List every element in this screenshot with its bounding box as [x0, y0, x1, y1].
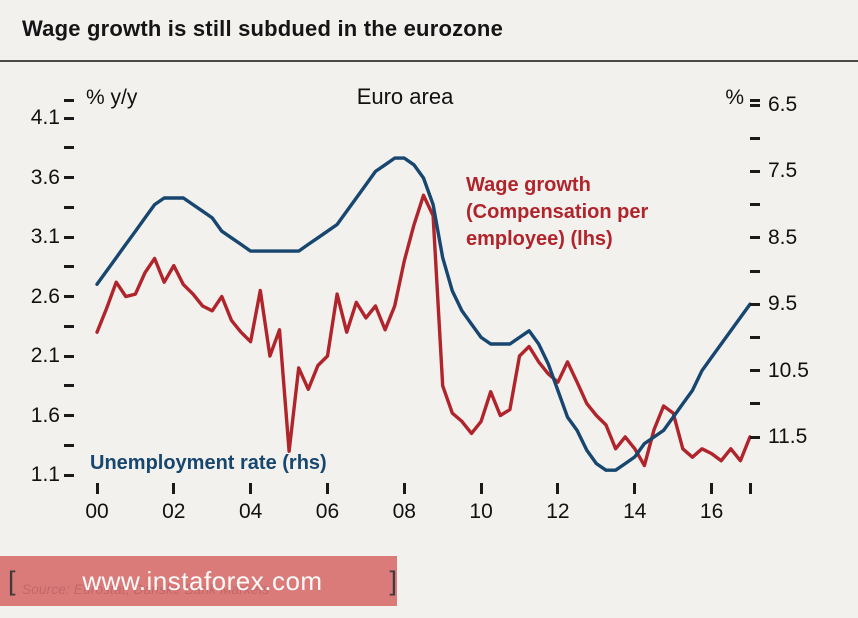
left-axis-tick: [64, 116, 74, 120]
watermark-text: www.instaforex.com: [82, 565, 323, 596]
left-axis-tick-label: 3.6: [30, 165, 60, 189]
wage-growth-series-label-line: (Compensation per: [466, 201, 649, 223]
page-title: Wage growth is still subdued in the euro…: [22, 16, 504, 41]
x-axis-tick: [710, 483, 714, 494]
x-axis-tick-label: 10: [469, 500, 493, 523]
x-axis-tick: [172, 483, 176, 494]
left-axis-tick-label: 3.1: [30, 225, 60, 248]
wage-growth-series-label-line: Wage growth: [466, 174, 591, 196]
left-axis-minor-tick: [64, 324, 74, 328]
right-axis-tick-label: 7.5: [768, 159, 798, 183]
x-axis-tick: [633, 483, 637, 494]
x-axis-tick-label: 14: [623, 500, 647, 523]
x-axis-tick-label: 12: [546, 500, 570, 523]
left-axis-tick-label: 2.6: [30, 284, 60, 308]
left-axis-minor-tick: [64, 98, 74, 102]
right-axis-minor-tick: [750, 136, 760, 140]
right-axis-tick-label: 8.5: [768, 225, 798, 249]
watermark-bracket-left: [: [8, 565, 16, 596]
right-axis-unit-label: %: [725, 86, 744, 109]
right-axis-tick: [750, 169, 760, 173]
left-axis-tick: [64, 354, 74, 358]
watermark: [ www.instaforex.com ]: [0, 556, 397, 606]
left-axis-minor-tick: [64, 265, 74, 269]
x-axis-tick-label: 08: [392, 500, 416, 523]
left-axis-tick: [64, 176, 74, 179]
left-axis-unit-label: % y/y: [86, 86, 138, 109]
left-axis-minor-tick: [64, 205, 74, 209]
left-axis-tick: [64, 295, 74, 298]
x-axis-tick: [556, 483, 560, 494]
right-axis-minor-tick: [750, 335, 760, 339]
x-axis-tick: [402, 483, 406, 494]
right-axis-tick: [750, 103, 760, 107]
unemployment-line: [95, 156, 752, 472]
x-axis-end-tick: [748, 483, 752, 494]
right-axis-minor-tick: [750, 269, 760, 273]
unemployment-series-label: Unemployment rate (rhs): [90, 452, 327, 474]
right-axis-minor-tick: [750, 402, 760, 406]
x-axis-tick-label: 00: [85, 500, 109, 523]
right-axis-tick: [750, 369, 760, 373]
title-divider: [0, 60, 858, 62]
right-axis-minor-tick: [750, 203, 760, 207]
right-axis-tick-label: 6.5: [768, 93, 798, 116]
x-axis-tick-label: 02: [162, 500, 186, 523]
left-axis-minor-tick: [64, 384, 74, 388]
x-axis-tick-label: 16: [699, 500, 724, 523]
left-axis-tick-label: 1.6: [30, 403, 60, 427]
right-axis-tick-label: 11.5: [768, 425, 808, 448]
left-axis-minor-tick: [64, 443, 74, 447]
right-axis-tick-label: 10.5: [768, 358, 809, 382]
left-axis-tick-label: 2.1: [30, 344, 60, 367]
x-axis-tick: [249, 483, 253, 494]
watermark-bracket-right: ]: [389, 565, 397, 596]
left-axis-tick-label: 4.1: [30, 106, 60, 129]
x-axis-tick: [325, 483, 329, 494]
right-axis-tick: [750, 236, 760, 240]
left-axis-minor-tick: [64, 146, 74, 150]
right-axis-tick: [750, 302, 760, 306]
x-axis-tick-label: 06: [315, 500, 340, 523]
x-axis-tick: [95, 483, 99, 494]
x-axis-tick: [479, 483, 483, 494]
left-axis-tick: [64, 235, 74, 239]
chart-inner-title: Euro area: [356, 84, 454, 109]
x-axis-tick-label: 04: [238, 500, 263, 523]
left-axis-tick-label: 1.1: [30, 463, 60, 486]
left-axis-tick: [64, 473, 74, 477]
right-axis-tick-label: 9.5: [768, 292, 798, 316]
wage-growth-line: [95, 193, 752, 468]
right-axis-minor-tick: [750, 98, 760, 102]
left-axis-tick: [64, 414, 74, 417]
wage-growth-series-label: Wage growth (Compensation per employee) (l…: [466, 172, 648, 253]
right-axis-tick: [750, 435, 760, 439]
wage-growth-series-label-line: employee) (lhs): [466, 228, 613, 250]
